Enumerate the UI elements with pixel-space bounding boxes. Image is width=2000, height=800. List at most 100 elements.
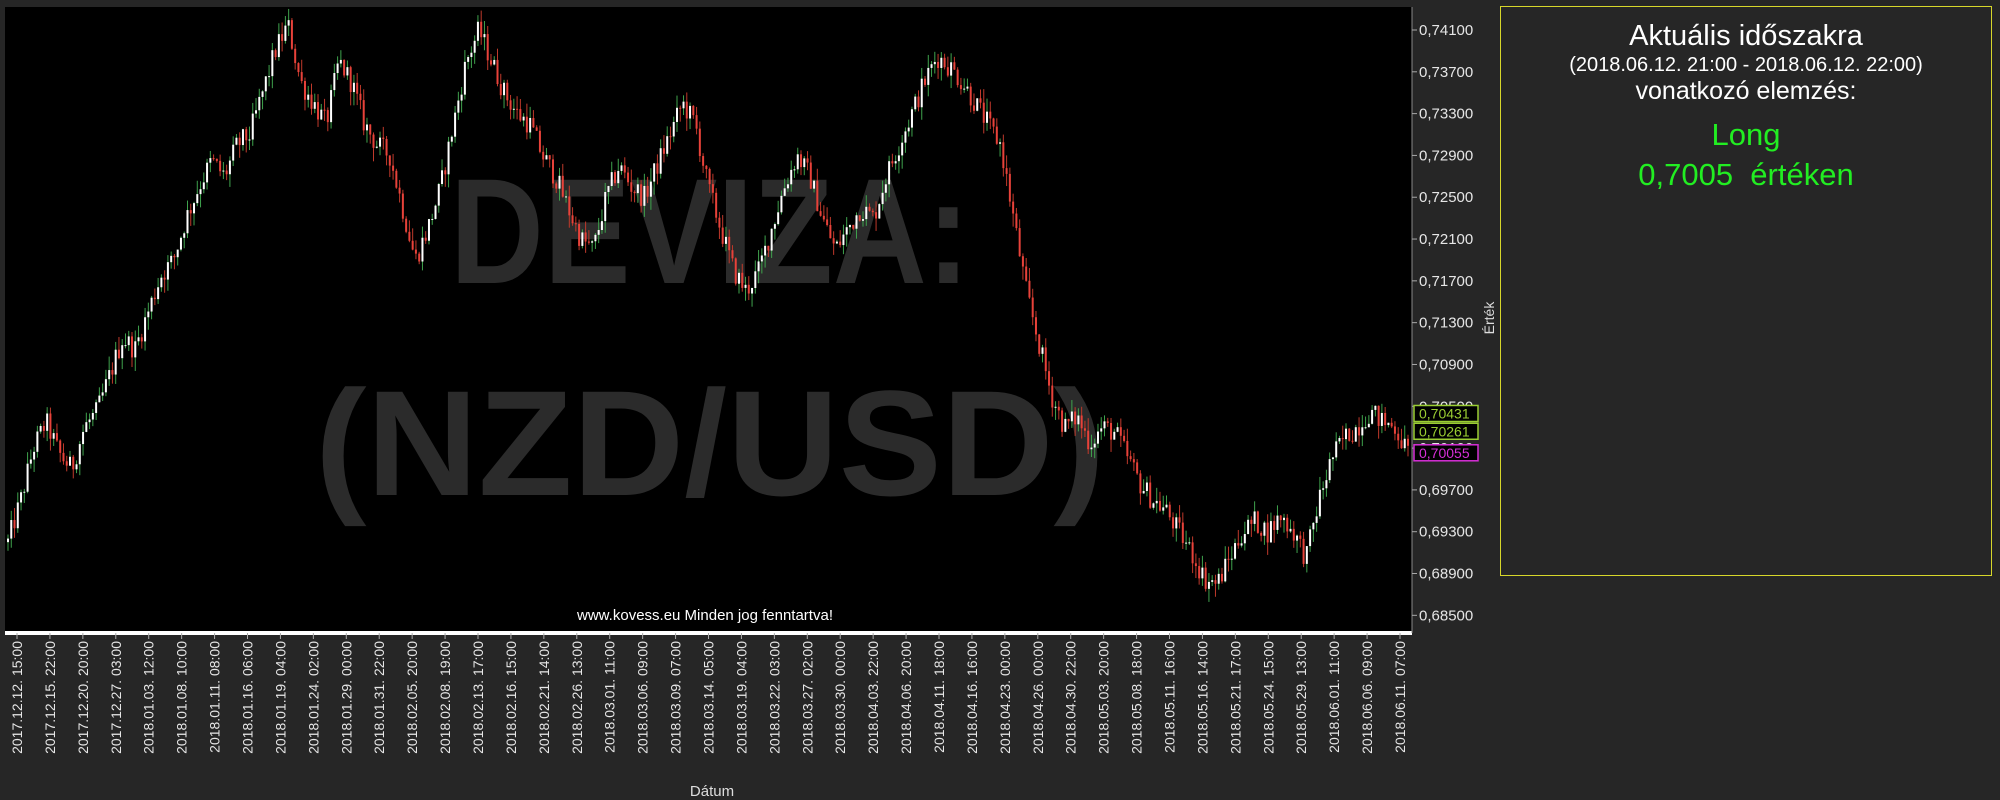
candle-body — [392, 165, 395, 171]
candle-body — [1015, 213, 1018, 229]
candle-body — [966, 86, 969, 89]
candle-body — [450, 136, 453, 142]
candle-body — [1380, 412, 1383, 426]
candle-body — [571, 215, 574, 224]
candle-body — [1312, 522, 1315, 530]
candle-body — [623, 165, 626, 173]
candle-body — [578, 223, 581, 246]
candle-body — [388, 155, 391, 166]
candle-body — [734, 258, 737, 284]
candle-body — [649, 181, 652, 197]
candle-body — [1005, 168, 1008, 174]
candle-body — [163, 277, 166, 280]
candle-body — [816, 180, 819, 212]
candle-body — [914, 96, 917, 110]
candle-body — [255, 110, 258, 114]
candle-body — [1038, 334, 1041, 354]
candle-body — [675, 107, 678, 122]
candle-body — [1119, 427, 1122, 436]
candle-body — [617, 170, 620, 184]
candle-body — [202, 182, 205, 190]
candle-body — [457, 100, 460, 113]
candle-body — [1224, 558, 1227, 582]
candle-body — [1034, 317, 1037, 335]
candle-body — [1126, 440, 1129, 457]
candle-body — [290, 20, 293, 49]
candle-body — [1211, 580, 1214, 582]
y-tick-label: 0,72900 — [1419, 147, 1473, 164]
candle-body — [1358, 427, 1361, 436]
candle-body — [1393, 426, 1396, 434]
x-tick-label: 2018.06.06. 09:00 — [1359, 641, 1375, 754]
candle-body — [1276, 515, 1279, 530]
candle-body — [82, 431, 85, 445]
candle-body — [1110, 422, 1113, 440]
candle-body — [728, 236, 731, 251]
candle-body — [26, 463, 29, 492]
candle-body — [773, 224, 776, 229]
candle-body — [1181, 522, 1184, 543]
x-tick-label: 2018.01.29. 00:00 — [338, 641, 354, 754]
candle-body — [1256, 511, 1259, 533]
signal-direction: Long — [1711, 117, 1781, 152]
candle-body — [822, 215, 825, 220]
candle-body — [382, 137, 385, 139]
candle-body — [1240, 543, 1243, 546]
candle-body — [956, 69, 959, 86]
x-tick-label: 2018.04.11. 18:00 — [931, 641, 947, 753]
candle-body — [927, 67, 930, 85]
x-tick-label: 2018.01.24. 02:00 — [305, 641, 321, 754]
candle-body — [715, 192, 718, 218]
candle-body — [953, 62, 956, 70]
candle-body — [969, 86, 972, 106]
x-tick-label: 2018.03.27. 02:00 — [799, 641, 815, 754]
candle-body — [1243, 534, 1246, 544]
candle-body — [1279, 515, 1282, 521]
candle-body — [1318, 489, 1321, 517]
candle-body — [1335, 441, 1338, 458]
candle-body — [261, 91, 264, 97]
candle-body — [493, 59, 496, 65]
candle-body — [1158, 500, 1161, 511]
x-tick-label: 2018.04.03. 22:00 — [865, 641, 881, 754]
candle-body — [1080, 415, 1083, 429]
candle-body — [800, 154, 803, 168]
panel-subtitle: vonatkozó elemzés: — [1635, 77, 1857, 105]
candle-body — [574, 223, 577, 225]
candle-body — [855, 215, 858, 229]
candle-body — [1220, 573, 1223, 582]
candle-body — [884, 184, 887, 193]
candle-body — [1234, 543, 1237, 559]
candle-body — [166, 262, 169, 280]
candle-body — [104, 379, 107, 393]
x-tick-label: 2018.02.21. 14:00 — [536, 641, 552, 754]
candle-body — [124, 345, 127, 347]
x-tick-label: 2018.03.06. 09:00 — [635, 641, 651, 754]
candle-body — [424, 237, 427, 241]
candle-body — [565, 196, 568, 198]
candle-body — [910, 109, 913, 128]
candle-body — [215, 158, 218, 161]
price-label: 0,70261 — [1419, 423, 1470, 439]
candle-body — [78, 444, 81, 465]
candle-body — [940, 57, 943, 68]
candle-body — [1331, 457, 1334, 460]
candle-body — [274, 50, 277, 58]
watermark-line2: (NZD/USD) — [315, 359, 1105, 527]
candle-body — [943, 57, 946, 68]
candle-body — [170, 255, 173, 263]
candle-body — [1044, 347, 1047, 372]
candle-body — [401, 193, 404, 219]
candle-body — [1100, 428, 1103, 432]
x-tick-label: 2018.05.21. 17:00 — [1227, 641, 1243, 754]
candle-body — [976, 98, 979, 111]
candle-body — [1367, 423, 1370, 428]
candle-body — [982, 102, 985, 123]
candle-body — [294, 48, 297, 64]
candle-body — [989, 111, 992, 119]
candle-body — [1266, 522, 1269, 543]
candle-body — [39, 425, 42, 432]
candle-body — [679, 107, 682, 109]
x-tick-label: 2018.02.16. 15:00 — [503, 641, 519, 754]
